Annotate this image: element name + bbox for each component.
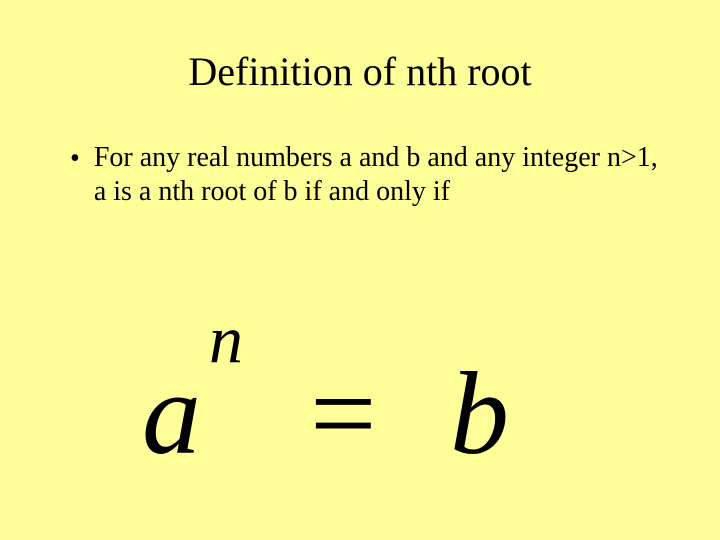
bullet-text: For any real numbers a and b and any int… bbox=[94, 141, 672, 210]
equation-equals: = bbox=[310, 346, 377, 482]
equation-exponent-n: n bbox=[209, 300, 243, 379]
equation-b: b bbox=[450, 346, 509, 482]
slide-title: Definition of nth root bbox=[0, 0, 720, 95]
bullet-list: • For any real numbers a and b and any i… bbox=[0, 95, 720, 210]
slide: Definition of nth root • For any real nu… bbox=[0, 0, 720, 540]
bullet-marker: • bbox=[70, 141, 80, 176]
bullet-item: • For any real numbers a and b and any i… bbox=[70, 141, 672, 210]
equation-base-a: a bbox=[142, 346, 201, 482]
